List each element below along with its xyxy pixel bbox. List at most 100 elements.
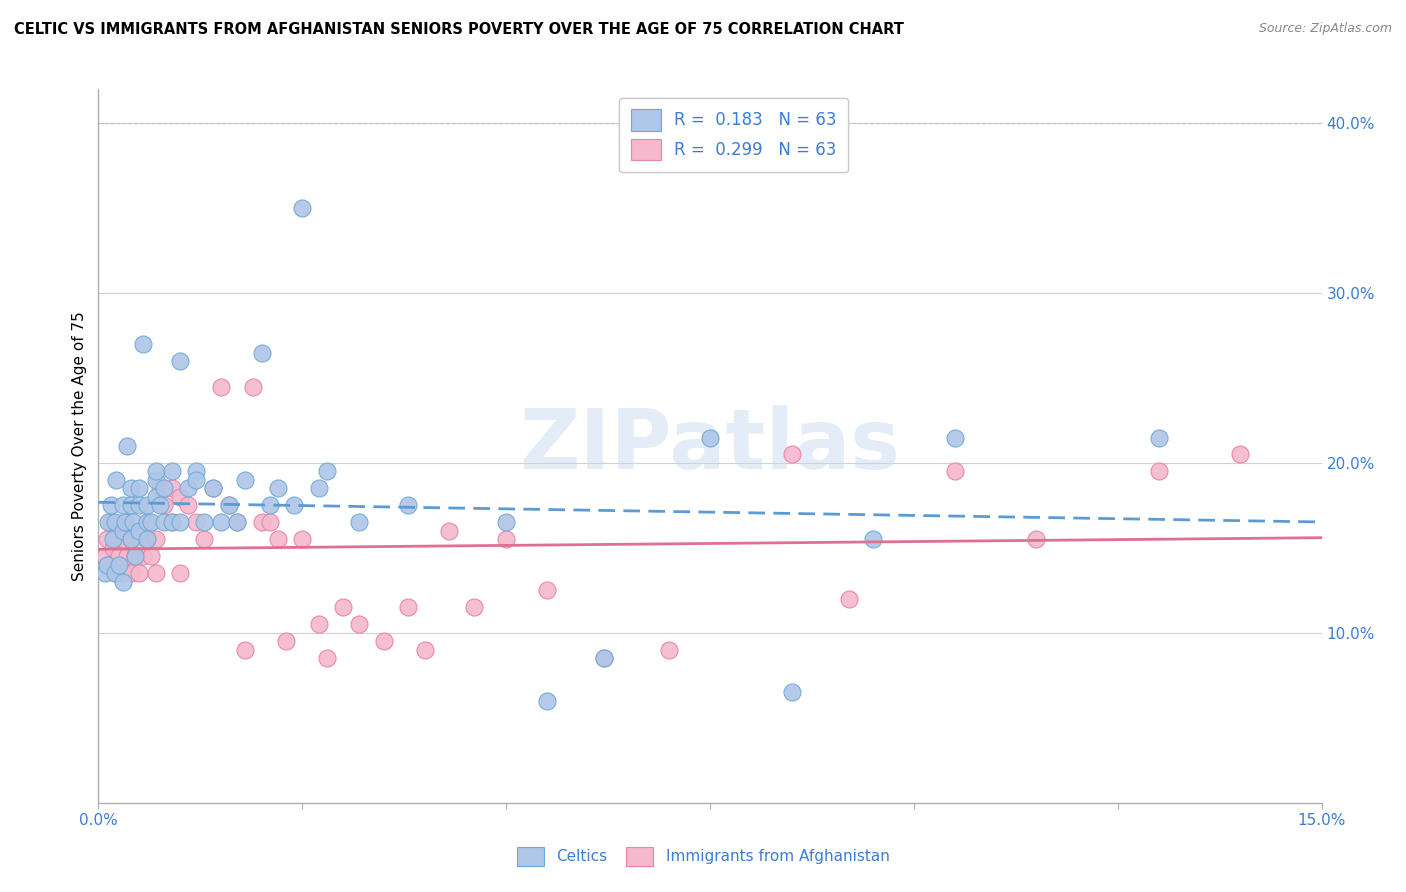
Point [218, 499, 240, 513]
Point [169, 566, 191, 581]
Point [111, 566, 134, 581]
Point [121, 516, 143, 530]
Point [373, 634, 395, 648]
Point [495, 533, 517, 547]
Point [699, 430, 721, 444]
Point [308, 482, 330, 496]
Point [536, 583, 558, 598]
Point [201, 482, 224, 496]
Point [226, 516, 249, 530]
Point [233, 473, 256, 487]
Legend: R =  0.183   N = 63, R =  0.299   N = 63: R = 0.183 N = 63, R = 0.299 N = 63 [619, 97, 848, 172]
Point [201, 482, 224, 496]
Point [111, 533, 134, 547]
Point [108, 558, 131, 572]
Point [226, 516, 249, 530]
Point [152, 482, 174, 496]
Text: ZIPatlas: ZIPatlas [520, 406, 900, 486]
Point [128, 482, 150, 496]
Point [495, 516, 517, 530]
Point [349, 617, 371, 632]
Point [124, 549, 146, 564]
Point [124, 549, 146, 564]
Point [169, 354, 191, 368]
Point [111, 524, 134, 538]
Point [396, 600, 419, 615]
Point [96, 558, 118, 572]
Point [193, 533, 215, 547]
Point [128, 566, 150, 581]
Text: Source: ZipAtlas.com: Source: ZipAtlas.com [1258, 22, 1392, 36]
Point [1147, 430, 1170, 444]
Point [104, 566, 127, 581]
Point [145, 465, 167, 479]
Point [283, 499, 305, 513]
Point [111, 499, 134, 513]
Point [104, 566, 127, 581]
Point [128, 524, 150, 538]
Point [169, 516, 191, 530]
Point [94, 566, 117, 581]
Point [108, 549, 131, 564]
Point [101, 533, 124, 547]
Point [120, 566, 142, 581]
Point [141, 516, 163, 530]
Point [413, 643, 436, 657]
Point [177, 499, 200, 513]
Point [149, 499, 172, 513]
Point [145, 490, 167, 504]
Point [105, 533, 128, 547]
Point [97, 558, 120, 572]
Point [132, 337, 155, 351]
Point [152, 499, 174, 513]
Point [437, 524, 460, 538]
Point [141, 549, 163, 564]
Point [274, 634, 297, 648]
Point [145, 473, 167, 487]
Point [101, 541, 124, 555]
Point [115, 439, 138, 453]
Point [259, 516, 281, 530]
Point [100, 516, 122, 530]
Point [193, 516, 215, 530]
Point [169, 490, 191, 504]
Point [218, 499, 240, 513]
Y-axis label: Seniors Poverty Over the Age of 75: Seniors Poverty Over the Age of 75 [72, 311, 87, 581]
Point [463, 600, 485, 615]
Point [100, 499, 122, 513]
Point [1147, 465, 1170, 479]
Point [332, 600, 354, 615]
Point [1025, 533, 1047, 547]
Point [396, 499, 419, 513]
Point [943, 430, 966, 444]
Point [145, 533, 167, 547]
Point [97, 516, 120, 530]
Point [250, 516, 273, 530]
Point [862, 533, 884, 547]
Point [209, 516, 232, 530]
Point [136, 533, 159, 547]
Point [160, 516, 183, 530]
Point [593, 651, 616, 665]
Point [315, 465, 337, 479]
Legend: Celtics, Immigrants from Afghanistan: Celtics, Immigrants from Afghanistan [508, 838, 898, 875]
Point [136, 516, 159, 530]
Point [267, 482, 290, 496]
Point [152, 482, 174, 496]
Point [209, 379, 232, 393]
Point [120, 482, 142, 496]
Point [186, 516, 208, 530]
Point [120, 533, 142, 547]
Point [177, 482, 200, 496]
Point [186, 473, 208, 487]
Point [308, 617, 330, 632]
Point [160, 482, 183, 496]
Point [186, 465, 208, 479]
Point [242, 379, 264, 393]
Point [291, 201, 314, 215]
Text: CELTIC VS IMMIGRANTS FROM AFGHANISTAN SENIORS POVERTY OVER THE AGE OF 75 CORRELA: CELTIC VS IMMIGRANTS FROM AFGHANISTAN SE… [14, 22, 904, 37]
Point [233, 643, 256, 657]
Point [114, 516, 136, 530]
Point [145, 566, 167, 581]
Point [250, 345, 273, 359]
